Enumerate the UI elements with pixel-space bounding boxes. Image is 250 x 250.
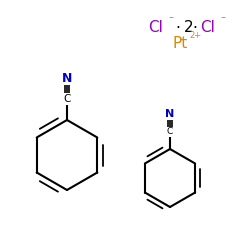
Text: ⁻: ⁻ xyxy=(220,15,225,25)
Text: 2+: 2+ xyxy=(189,32,201,40)
Text: N: N xyxy=(62,72,72,85)
Text: ⁻: ⁻ xyxy=(168,15,173,25)
Text: Cl: Cl xyxy=(148,20,163,36)
Text: Cl: Cl xyxy=(200,20,215,36)
Text: ·: · xyxy=(176,20,180,36)
Text: 2: 2 xyxy=(184,20,194,36)
Text: C: C xyxy=(63,94,71,104)
Text: ·: · xyxy=(192,20,198,36)
Text: C: C xyxy=(167,127,173,136)
Text: N: N xyxy=(166,109,174,119)
Text: Pt: Pt xyxy=(172,36,187,52)
